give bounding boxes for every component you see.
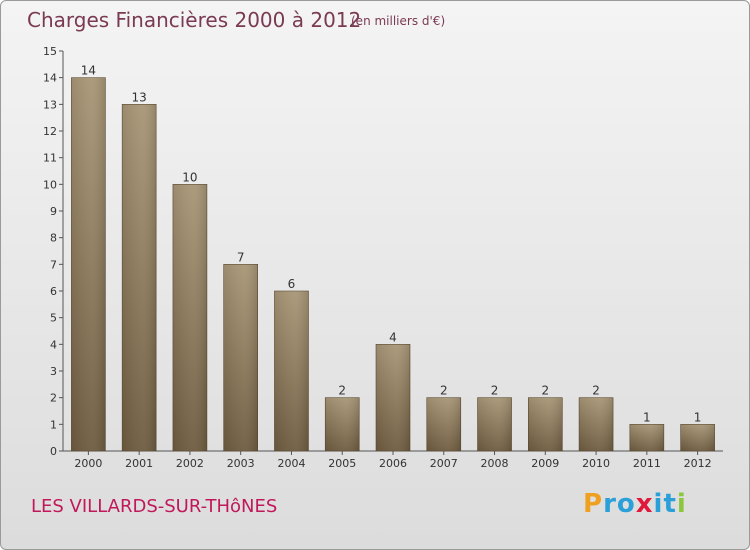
- x-tick-label: 2008: [481, 457, 509, 470]
- bar-shade: [122, 104, 157, 451]
- y-tick-label: 5: [50, 312, 57, 325]
- data-label: 14: [81, 64, 96, 78]
- y-tick-label: 8: [50, 232, 57, 245]
- bar-shade: [274, 291, 309, 451]
- y-tick-label: 15: [43, 45, 57, 58]
- y-tick-label: 10: [43, 178, 57, 191]
- logo-letter: i: [676, 489, 687, 519]
- y-tick-label: 12: [43, 125, 57, 138]
- data-label: 1: [694, 410, 702, 424]
- bar-shade: [528, 397, 563, 451]
- x-tick-label: 2010: [582, 457, 610, 470]
- logo-letter: P: [583, 489, 604, 519]
- x-tick-label: 2001: [125, 457, 153, 470]
- chart-bars: 14 13 10 7 6 2 4 2 2 2 2 1 1: [71, 64, 715, 452]
- x-tick-label: 2011: [633, 457, 661, 470]
- data-label: 2: [440, 384, 448, 398]
- logo-letter: o: [616, 489, 636, 519]
- bar-shade: [680, 424, 715, 451]
- bar-shade: [426, 397, 461, 451]
- bar-shade: [172, 184, 207, 452]
- data-label: 2: [541, 384, 549, 398]
- data-label: 1: [643, 410, 651, 424]
- x-tick-label: 2000: [74, 457, 102, 470]
- data-label: 2: [592, 384, 600, 398]
- data-label: 7: [237, 250, 245, 264]
- logo-letter: x: [635, 489, 654, 519]
- bar-shade: [325, 397, 360, 451]
- x-tick-label: 2005: [328, 457, 356, 470]
- bar-shade: [579, 397, 614, 451]
- data-label: 2: [338, 384, 346, 398]
- proxiti-logo: Proxiti: [583, 489, 687, 519]
- bar-shade: [71, 77, 106, 452]
- bar-shade: [376, 344, 410, 451]
- x-tick-label: 2009: [531, 457, 559, 470]
- y-tick-label: 3: [50, 365, 57, 378]
- bar-shade: [629, 424, 664, 451]
- x-tick-label: 2002: [176, 457, 204, 470]
- x-tick-label: 2003: [227, 457, 255, 470]
- data-label: 2: [491, 384, 499, 398]
- data-label: 13: [132, 90, 147, 104]
- y-tick-label: 11: [43, 152, 57, 165]
- logo-letter: t: [663, 489, 677, 519]
- x-tick-label: 2012: [684, 457, 712, 470]
- y-tick-label: 7: [50, 258, 57, 271]
- y-tick-label: 4: [50, 338, 57, 351]
- chart-title: Charges Financières 2000 à 2012: [27, 8, 362, 32]
- y-tick-label: 13: [43, 98, 57, 111]
- logo-letter: i: [653, 489, 664, 519]
- data-label: 10: [182, 170, 197, 184]
- bar-shade: [477, 397, 512, 451]
- y-tick-label: 9: [50, 205, 57, 218]
- y-tick-label: 14: [43, 72, 57, 85]
- y-tick-label: 0: [50, 445, 57, 458]
- x-tick-label: 2007: [430, 457, 458, 470]
- bar-shade: [223, 264, 258, 451]
- y-tick-label: 6: [50, 285, 57, 298]
- data-label: 4: [389, 330, 397, 344]
- x-tick-label: 2004: [277, 457, 305, 470]
- y-tick-label: 2: [50, 392, 57, 405]
- y-tick-label: 1: [50, 418, 57, 431]
- chart-unit: (en milliers d'€): [351, 14, 446, 28]
- place-name: LES VILLARDS-SUR-THôNES: [31, 496, 278, 517]
- logo-letter: r: [603, 489, 617, 519]
- x-tick-label: 2006: [379, 457, 407, 470]
- data-label: 6: [288, 277, 296, 291]
